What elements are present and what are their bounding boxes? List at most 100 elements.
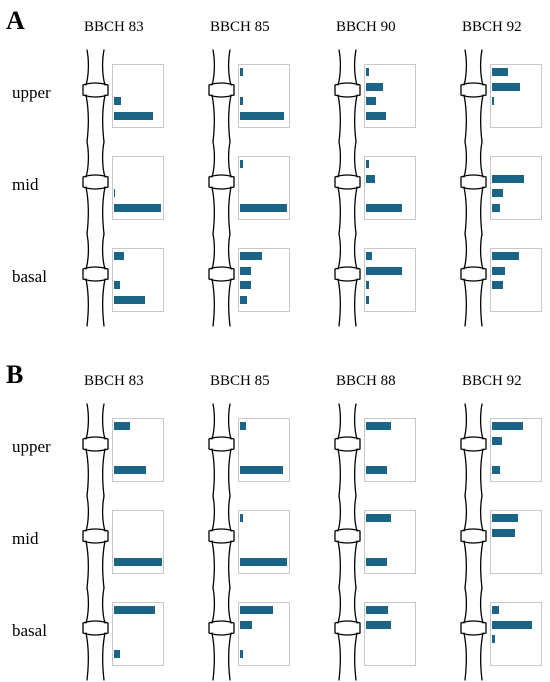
- stem-node-icon: [82, 403, 109, 497]
- row-label: mid: [12, 529, 39, 548]
- bar: [114, 422, 131, 430]
- bar-plot-frame: [364, 510, 416, 574]
- bar: [492, 620, 532, 629]
- bar: [366, 620, 392, 629]
- bar-plot-frame: [490, 510, 542, 574]
- bar: [492, 189, 504, 197]
- bar: [114, 649, 120, 658]
- column-header: BBCH 88: [336, 373, 396, 389]
- stem-node-icon: [208, 587, 235, 681]
- bar: [366, 203, 402, 212]
- bar: [114, 252, 125, 260]
- stem-node-icon: [460, 403, 487, 497]
- bar: [492, 514, 519, 522]
- bar: [114, 203, 161, 212]
- row-label: basal: [12, 621, 47, 640]
- stem-node-icon: [82, 233, 109, 327]
- bar-plot-frame: [238, 64, 290, 128]
- bar-plot-frame: [238, 602, 290, 666]
- bar: [492, 174, 525, 183]
- bar: [240, 465, 283, 474]
- bar: [492, 436, 502, 445]
- bar: [114, 465, 147, 474]
- column-header: BBCH 92: [462, 19, 522, 35]
- row-label: upper: [12, 83, 51, 102]
- bar: [114, 295, 146, 304]
- stem-node-icon: [208, 233, 235, 327]
- panel-letter: B: [6, 360, 24, 389]
- stem-node-icon: [334, 495, 361, 589]
- row-label: mid: [12, 175, 39, 194]
- bar-plot-frame: [112, 64, 164, 128]
- bar: [240, 295, 248, 304]
- bar: [366, 68, 369, 76]
- bar-plot-frame: [112, 418, 164, 482]
- column-header: BBCH 85: [210, 19, 270, 35]
- bar-plot-frame: [238, 156, 290, 220]
- stem-node-icon: [208, 49, 235, 143]
- bar-plot-frame: [490, 64, 542, 128]
- stem-node-icon: [460, 587, 487, 681]
- bar: [492, 266, 505, 275]
- bar-plot-frame: [112, 248, 164, 312]
- bar: [366, 97, 376, 105]
- bar: [114, 97, 122, 105]
- bar: [240, 606, 273, 614]
- panel-letter: A: [6, 6, 25, 35]
- bar: [114, 557, 162, 566]
- bar: [492, 465, 501, 474]
- bar: [240, 203, 288, 212]
- bar: [366, 422, 391, 430]
- bar: [114, 606, 156, 614]
- column-header: BBCH 90: [336, 19, 396, 35]
- stem-node-icon: [334, 403, 361, 497]
- bar: [240, 422, 247, 430]
- bar: [366, 266, 402, 275]
- stem-node-icon: [460, 233, 487, 327]
- bar: [366, 160, 369, 168]
- stem-node-icon: [334, 233, 361, 327]
- stem-node-icon: [208, 403, 235, 497]
- stem-node-icon: [82, 49, 109, 143]
- bar: [492, 528, 516, 537]
- bar: [240, 97, 243, 105]
- bar: [366, 295, 369, 304]
- bar: [492, 422, 524, 430]
- bar-plot-frame: [364, 156, 416, 220]
- bar: [366, 281, 369, 289]
- bar: [492, 82, 521, 91]
- column-header: BBCH 83: [84, 19, 144, 35]
- column-header: BBCH 83: [84, 373, 144, 389]
- bar: [240, 160, 243, 168]
- bar-plot-frame: [112, 602, 164, 666]
- bar: [366, 174, 376, 183]
- bar: [240, 252, 263, 260]
- stem-node-icon: [82, 495, 109, 589]
- bar: [240, 68, 243, 76]
- bar: [240, 281, 251, 289]
- bar: [492, 203, 500, 212]
- bar: [492, 606, 500, 614]
- bar-plot-frame: [364, 64, 416, 128]
- bar: [240, 514, 243, 522]
- bar-plot-frame: [112, 156, 164, 220]
- bar-plot-frame: [238, 510, 290, 574]
- stem-node-icon: [334, 141, 361, 235]
- bar-plot-frame: [112, 510, 164, 574]
- stem-node-icon: [82, 141, 109, 235]
- bar: [240, 557, 287, 566]
- bar-plot-frame: [490, 418, 542, 482]
- bar: [492, 68, 508, 76]
- bar: [366, 557, 388, 566]
- bar: [492, 635, 496, 643]
- bar-plot-frame: [238, 248, 290, 312]
- bar: [366, 514, 391, 522]
- bar: [366, 111, 386, 120]
- stem-node-icon: [460, 495, 487, 589]
- bar-plot-frame: [490, 248, 542, 312]
- bar: [492, 281, 504, 289]
- bar: [366, 252, 372, 260]
- bar: [114, 189, 116, 197]
- column-header: BBCH 92: [462, 373, 522, 389]
- column-header: BBCH 85: [210, 373, 270, 389]
